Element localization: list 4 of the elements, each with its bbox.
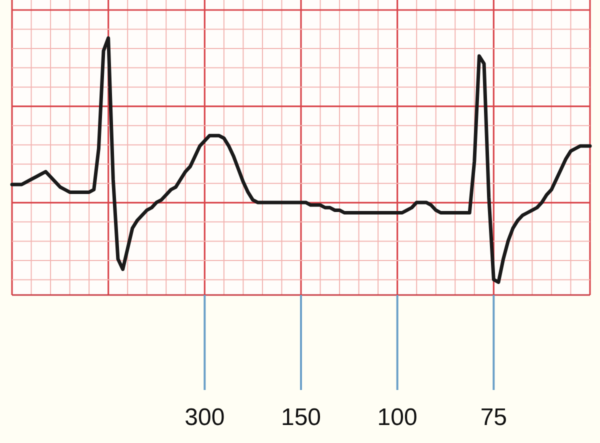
x-tick-label: 100 [377,404,418,431]
x-tick-label: 75 [480,404,508,431]
x-tick-label: 300 [184,404,225,431]
x-tick-label: 150 [280,404,322,431]
